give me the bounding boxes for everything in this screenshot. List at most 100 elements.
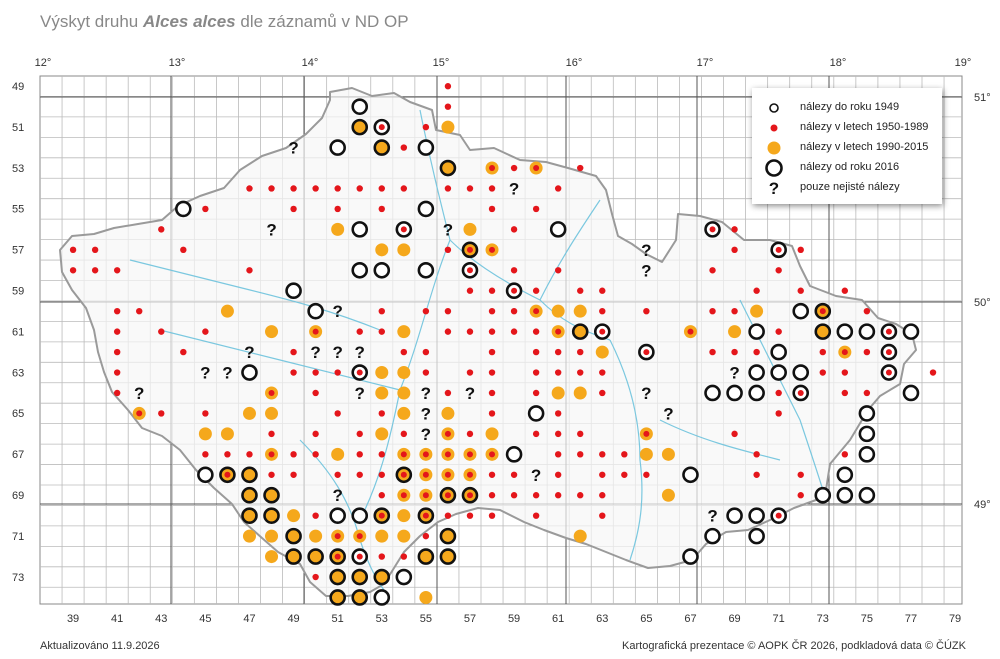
axis-labels: 12° 13° 14° 15° 16° 17° 18° 19° 51° 50° 49° 49 51 53 5… [12,57,991,625]
column-label: 63 [596,613,608,625]
big-ring [858,405,876,422]
red-dot [444,246,452,254]
big-ring [285,527,302,545]
red-dot [841,389,849,397]
big-ring [682,548,699,565]
red-dot [422,307,430,315]
row-label: 53 [12,163,24,175]
orange-dot [397,406,411,420]
big-ring [770,343,787,361]
big-ring [439,548,457,565]
red-dot [466,246,473,253]
red-dot [113,307,121,315]
red-dot [113,328,121,335]
red-dot [599,492,606,499]
right-degree-label: 50° [974,297,991,309]
red-dot [290,471,297,478]
big-ring [285,548,302,565]
orange-dot [375,366,389,380]
orange-dot [287,509,301,523]
orange-dot [595,345,609,359]
big-ring [241,486,258,504]
red-dot [488,492,496,499]
red-dot [797,471,804,478]
question-mark: ? [134,384,144,403]
question-mark: ? [641,384,651,403]
red-dot [577,369,584,376]
orange-dot [265,325,279,339]
red-dot [334,205,341,213]
orange-dot [551,304,565,318]
big-ring [814,323,832,340]
map-legend: nálezy do roku 1949 nálezy v letech 1950… [752,88,942,204]
big-ring [704,384,721,402]
red-dot [797,389,804,396]
column-label: 71 [773,613,785,625]
red-dot [466,328,474,335]
big-ring [704,527,721,545]
big-ring [748,364,765,381]
red-dot [334,369,341,376]
country-border [59,87,917,597]
red-dot [466,512,474,519]
red-dot [753,348,760,356]
red-dot [290,205,297,213]
red-dot [356,471,363,478]
red-dot [841,451,849,458]
question-mark: ? [465,384,475,403]
column-label: 77 [905,613,917,625]
red-dot [444,492,451,499]
big-ring [858,446,876,463]
red-dot [599,451,606,458]
red-dot [356,451,363,458]
red-dot [510,226,518,233]
right-degree-label: 49° [974,499,991,511]
red-dot [334,410,341,417]
orange-dot [750,304,764,318]
red-dot [268,185,275,192]
red-dot [554,267,562,274]
row-label: 55 [12,204,24,216]
red-dot [510,492,518,499]
column-label: 59 [508,613,520,625]
red-dot [312,573,319,581]
red-dot [158,328,165,335]
red-dot [224,471,231,478]
orange-dot [551,386,565,400]
red-dot [378,492,385,499]
row-label: 67 [12,449,24,461]
top-degree-label: 14° [302,57,319,69]
question-mark: ? [244,343,254,362]
red-dot [488,410,496,417]
red-dot [422,451,429,458]
orange-dot [397,243,411,257]
big-ring [505,446,523,463]
question-mark: ? [421,384,431,403]
red-dot [489,451,496,458]
red-dot [489,165,496,172]
red-dot [466,492,473,499]
red-dot [290,348,297,356]
big-ring [241,466,258,484]
red-dot [69,246,77,254]
orange-dot [463,222,477,236]
red-dot [599,471,606,478]
red-dot [753,451,760,458]
red-dot [268,451,275,458]
red-dot [444,185,452,192]
red-dot [532,492,540,499]
red-dot [533,308,540,315]
big-ring [263,507,280,524]
red-dot [819,369,826,376]
big-ring [439,527,457,545]
red-dot [885,369,892,376]
red-dot [731,307,738,315]
top-degree-label: 13° [169,57,186,69]
question-mark: ? [332,302,342,321]
red-dot [246,185,253,192]
red-dot [621,471,628,478]
big-ring [351,507,369,524]
red-dot [312,185,319,192]
orange-dot [639,447,653,461]
column-label: 51 [332,613,344,625]
